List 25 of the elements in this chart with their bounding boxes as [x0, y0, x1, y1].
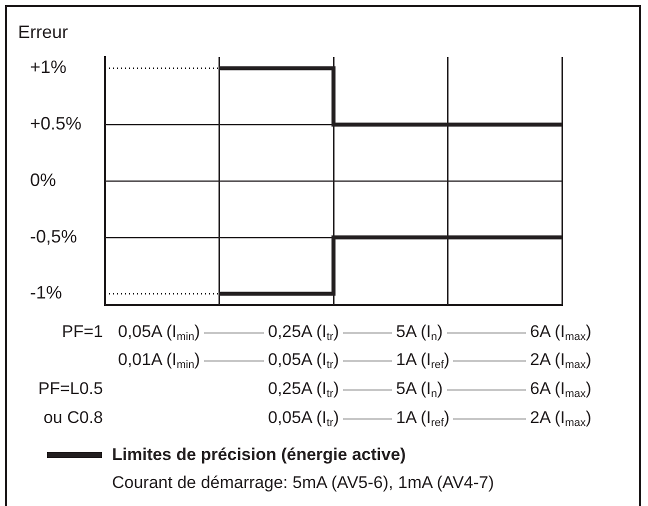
text: 0,05A (I$_{min}$): [118, 322, 200, 345]
y-tick-label: +1%: [30, 57, 67, 78]
text: PF=1: [62, 322, 103, 342]
text: 0,25A (I$_{tr}$): [268, 379, 340, 402]
text: 0,01A (I$_{min}$): [118, 350, 200, 373]
text: 5A (I$_{n}$): [396, 322, 443, 345]
text: 0,05A (I$_{tr}$): [268, 350, 340, 373]
y-axis-title: Erreur: [18, 22, 68, 42]
text: 5A (I$_{n}$): [396, 379, 443, 402]
text: PF=L0.5: [38, 379, 103, 399]
text: ou C0.8: [43, 408, 103, 428]
text: 2A (I$_{max}$): [530, 350, 592, 373]
text: 6A (I$_{max}$): [530, 322, 592, 345]
text: 6A (I$_{max}$): [530, 379, 592, 402]
text: 1A (I$_{ref}$): [396, 350, 450, 373]
text: Courant de démarrage: 5mA (AV5-6), 1mA (AV4-7): [112, 473, 494, 493]
y-tick-label: -1%: [30, 282, 62, 303]
text: 0,25A (I$_{tr}$): [268, 322, 340, 345]
y-tick-label: -0,5%: [30, 226, 78, 246]
y-tick-label: +0.5%: [30, 114, 82, 134]
y-tick-label: 0%: [30, 170, 56, 190]
text: 2A (I$_{max}$): [530, 408, 592, 431]
text: 0,05A (I$_{tr}$): [268, 408, 340, 431]
text: 1A (I$_{ref}$): [396, 408, 450, 431]
legend-label: Limites de précision (énergie active): [112, 445, 406, 465]
